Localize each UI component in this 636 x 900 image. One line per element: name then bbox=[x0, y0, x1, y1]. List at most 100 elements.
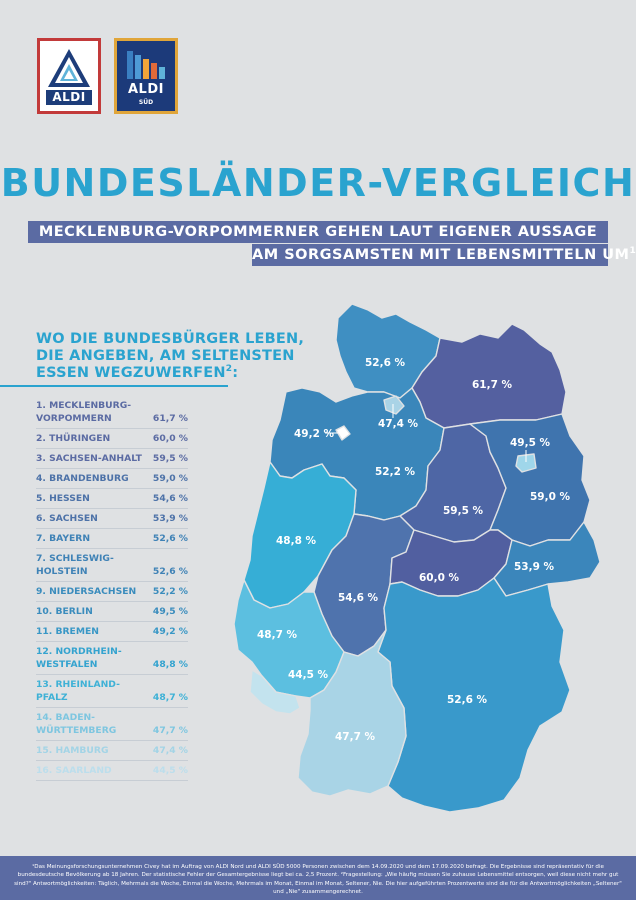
aldi-nord-logo: ALDI bbox=[37, 38, 101, 114]
ranking-item: 7. BAYERN 52,6 % bbox=[36, 529, 188, 549]
ranking-item: 9. NIEDERSACHSEN 52,2 % bbox=[36, 582, 188, 602]
ranking-item-value: 48,7 % bbox=[152, 692, 188, 703]
subtitle-line-1: MECKLENBURG-VORPOMMERNER GEHEN LAUT EIGE… bbox=[28, 221, 608, 243]
ranking-heading-line-1: WO DIE BUNDESBÜRGER LEBEN, bbox=[36, 331, 305, 347]
ranking-item-value: 52,2 % bbox=[152, 586, 188, 597]
ranking-item: 3. SACHSEN-ANHALT 59,5 % bbox=[36, 449, 188, 469]
ranking-item-value: 47,7 % bbox=[152, 725, 188, 736]
ranking-item-value: 48,8 % bbox=[152, 659, 188, 670]
ranking-item-value: 52,6 % bbox=[152, 566, 188, 577]
ranking-item-divider bbox=[36, 548, 188, 549]
map-label-schleswig-holstein: 52,6 % bbox=[365, 357, 406, 369]
ranking-item-divider bbox=[36, 468, 188, 469]
ranking-item-divider bbox=[36, 448, 188, 449]
ranking-heading-footnote-mark: 2 bbox=[225, 364, 233, 375]
ranking-item-value: 60,0 % bbox=[152, 433, 188, 444]
ranking-item: 13. RHEINLAND-PFALZ 48,7 % bbox=[36, 675, 188, 708]
ranking-item: 16. SAARLAND 44,5 % bbox=[36, 761, 188, 781]
map-label-niedersachsen: 52,2 % bbox=[375, 466, 416, 478]
aldi-nord-logo-mark bbox=[48, 49, 90, 87]
ranking-item-divider bbox=[36, 508, 188, 509]
map-label-bremen: 49,2 % bbox=[294, 428, 335, 440]
ranking-item-name: 12. NORDRHEIN-WESTFALEN bbox=[36, 646, 122, 670]
map-label-saarland: 44,5 % bbox=[288, 669, 329, 681]
ranking-item: 1. MECKLENBURG-VORPOMMERN 61,7 % bbox=[36, 396, 188, 429]
map-label-rheinland-pfalz: 48,7 % bbox=[257, 629, 298, 641]
ranking-item-name: 16. SAARLAND bbox=[36, 765, 112, 776]
ranking-item-name: 11. BREMEN bbox=[36, 626, 99, 637]
ranking-item-divider bbox=[36, 428, 188, 429]
map-label-thueringen: 60,0 % bbox=[419, 572, 460, 584]
ranking-heading-line-2: DIE ANGEBEN, AM SELTENSTEN bbox=[36, 348, 295, 364]
map-label-mecklenburg-vorpommern: 61,7 % bbox=[472, 379, 513, 391]
subtitle-line-2: AM SORGSAMSTEN MIT LEBENSMITTELN UM1 bbox=[252, 244, 636, 266]
map-label-bayern: 52,6 % bbox=[447, 694, 488, 706]
ranking-item-name: 9. NIEDERSACHSEN bbox=[36, 586, 137, 597]
ranking-item-name: 15. HAMBURG bbox=[36, 745, 109, 756]
ranking-item-value: 61,7 % bbox=[152, 413, 188, 424]
ranking-item: 6. SACHSEN 53,9 % bbox=[36, 509, 188, 529]
ranking-item-name: 2. THÜRINGEN bbox=[36, 433, 111, 444]
aldi-sued-logo: ALDI SÜD bbox=[114, 38, 178, 114]
ranking-item-divider bbox=[36, 488, 188, 489]
ranking-item-divider bbox=[36, 581, 188, 582]
ranking-item-name: 7. SCHLESWIG-HOLSTEIN bbox=[36, 553, 114, 577]
ranking-item: 4. BRANDENBURG 59,0 % bbox=[36, 469, 188, 489]
ranking-item: 11. BREMEN 49,2 % bbox=[36, 622, 188, 642]
ranking-item-value: 44,5 % bbox=[152, 765, 188, 776]
state-saarland bbox=[249, 669, 301, 715]
ranking-heading-colon: : bbox=[232, 365, 239, 381]
ranking-item-value: 49,5 % bbox=[152, 606, 188, 617]
state-berlin bbox=[515, 453, 537, 473]
map-label-sachsen-anhalt: 59,5 % bbox=[443, 505, 484, 517]
ranking-item-name: 13. RHEINLAND-PFALZ bbox=[36, 679, 120, 703]
footnote: ¹Das Meinungsforschungsunternehmen Civey… bbox=[0, 856, 636, 900]
ranking-item-name: 7. BAYERN bbox=[36, 533, 91, 544]
ranking-item-value: 47,4 % bbox=[152, 745, 188, 756]
ranking-item-name: 5. HESSEN bbox=[36, 493, 90, 504]
map-label-baden-wuerttemberg: 47,7 % bbox=[335, 731, 376, 743]
map-label-berlin: 49,5 % bbox=[510, 437, 551, 449]
ranking-item-value: 54,6 % bbox=[152, 493, 188, 504]
ranking-item-divider bbox=[36, 707, 188, 708]
ranking-item-value: 53,9 % bbox=[152, 513, 188, 524]
ranking-item: 7. SCHLESWIG-HOLSTEIN 52,6 % bbox=[36, 549, 188, 582]
map-label-nordrhein-westfalen: 48,8 % bbox=[276, 535, 317, 547]
ranking-item-name: 10. BERLIN bbox=[36, 606, 93, 617]
ranking-item-value: 59,0 % bbox=[152, 473, 188, 484]
ranking-item-name: 1. MECKLENBURG-VORPOMMERN bbox=[36, 400, 132, 424]
ranking-item-value: 49,2 % bbox=[152, 626, 188, 637]
ranking-heading-line-3-text: ESSEN WEGZUWERFEN bbox=[36, 365, 226, 381]
ranking-item: 15. HAMBURG 47,4 % bbox=[36, 741, 188, 761]
ranking-item-name: 4. BRANDENBURG bbox=[36, 473, 129, 484]
ranking-item-name: 6. SACHSEN bbox=[36, 513, 98, 524]
map-label-sachsen: 53,9 % bbox=[514, 561, 555, 573]
ranking-item-divider bbox=[36, 641, 188, 642]
ranking-item: 12. NORDRHEIN-WESTFALEN 48,8 % bbox=[36, 642, 188, 675]
map-label-hessen: 54,6 % bbox=[338, 592, 379, 604]
ranking-item-value: 52,6 % bbox=[152, 533, 188, 544]
ranking-item-divider bbox=[36, 528, 188, 529]
aldi-sued-logo-word: ALDI bbox=[128, 82, 164, 97]
state-baden-wuerttemberg bbox=[297, 629, 407, 797]
aldi-sued-logo-sub: SÜD bbox=[138, 99, 154, 106]
ranking-heading-line-3: ESSEN WEGZUWERFEN2: bbox=[36, 365, 304, 382]
subtitle-footnote-mark: 1 bbox=[629, 246, 636, 257]
ranking-item-name: 14. BADEN-WÜRTTEMBERG bbox=[36, 712, 117, 736]
ranking-heading-rule bbox=[0, 385, 228, 387]
ranking-item-divider bbox=[36, 621, 188, 622]
ranking-item: 5. HESSEN 54,6 % bbox=[36, 489, 188, 509]
page-title: BUNDESLÄNDER-VERGLEICH bbox=[0, 161, 636, 205]
ranking-item-name: 3. SACHSEN-ANHALT bbox=[36, 453, 142, 464]
ranking-item-divider bbox=[36, 760, 188, 761]
aldi-sued-logo-mark bbox=[127, 51, 165, 79]
state-hamburg bbox=[383, 395, 405, 415]
ranking-item: 14. BADEN-WÜRTTEMBERG 47,7 % bbox=[36, 708, 188, 741]
map-label-brandenburg: 59,0 % bbox=[530, 491, 571, 503]
ranking-item: 2. THÜRINGEN 60,0 % bbox=[36, 429, 188, 449]
map-label-hamburg: 47,4 % bbox=[378, 418, 419, 430]
ranking-item-divider bbox=[36, 740, 188, 741]
ranking-item: 10. BERLIN 49,5 % bbox=[36, 602, 188, 622]
ranking-item-value: 59,5 % bbox=[152, 453, 188, 464]
